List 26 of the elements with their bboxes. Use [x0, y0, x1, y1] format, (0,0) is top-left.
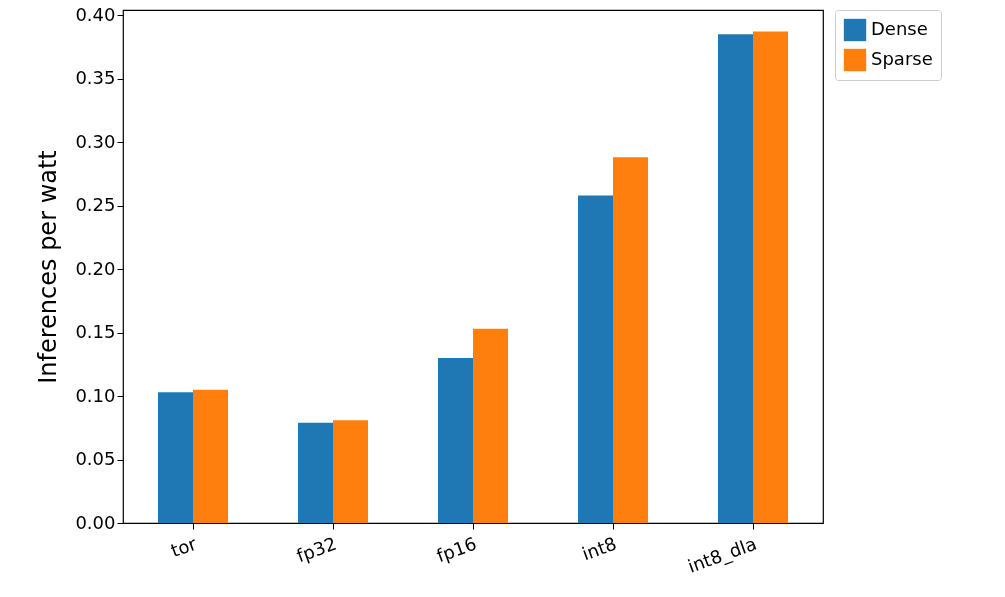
- y-tick-label: 0.05: [75, 448, 116, 470]
- y-tick-label: 0.20: [75, 257, 116, 279]
- bar: [193, 389, 228, 523]
- legend-label: Dense: [871, 18, 928, 39]
- x-tick-label: int8: [579, 532, 620, 565]
- bar: [333, 420, 368, 523]
- bar: [298, 422, 333, 523]
- bar: [438, 357, 473, 523]
- bar: [473, 328, 508, 523]
- bar: [718, 34, 753, 523]
- x-tick-label: tor: [168, 532, 200, 562]
- y-tick-label: 0.30: [75, 130, 116, 152]
- bar: [613, 157, 648, 523]
- x-tick-label: fp32: [293, 532, 340, 567]
- y-tick-label: 0.25: [75, 194, 116, 216]
- y-tick-label: 0.35: [75, 67, 116, 89]
- x-tick-label: fp16: [433, 532, 480, 567]
- y-tick-label: 0.10: [75, 384, 116, 406]
- bar: [158, 392, 193, 523]
- y-tick-label: 0.00: [75, 511, 116, 533]
- y-tick-label: 0.40: [75, 3, 116, 25]
- bar: [578, 195, 613, 523]
- bar: [753, 31, 788, 523]
- legend-label: Sparse: [871, 48, 933, 69]
- y-tick-label: 0.15: [75, 321, 116, 343]
- y-axis-title: Inferences per watt: [34, 150, 63, 384]
